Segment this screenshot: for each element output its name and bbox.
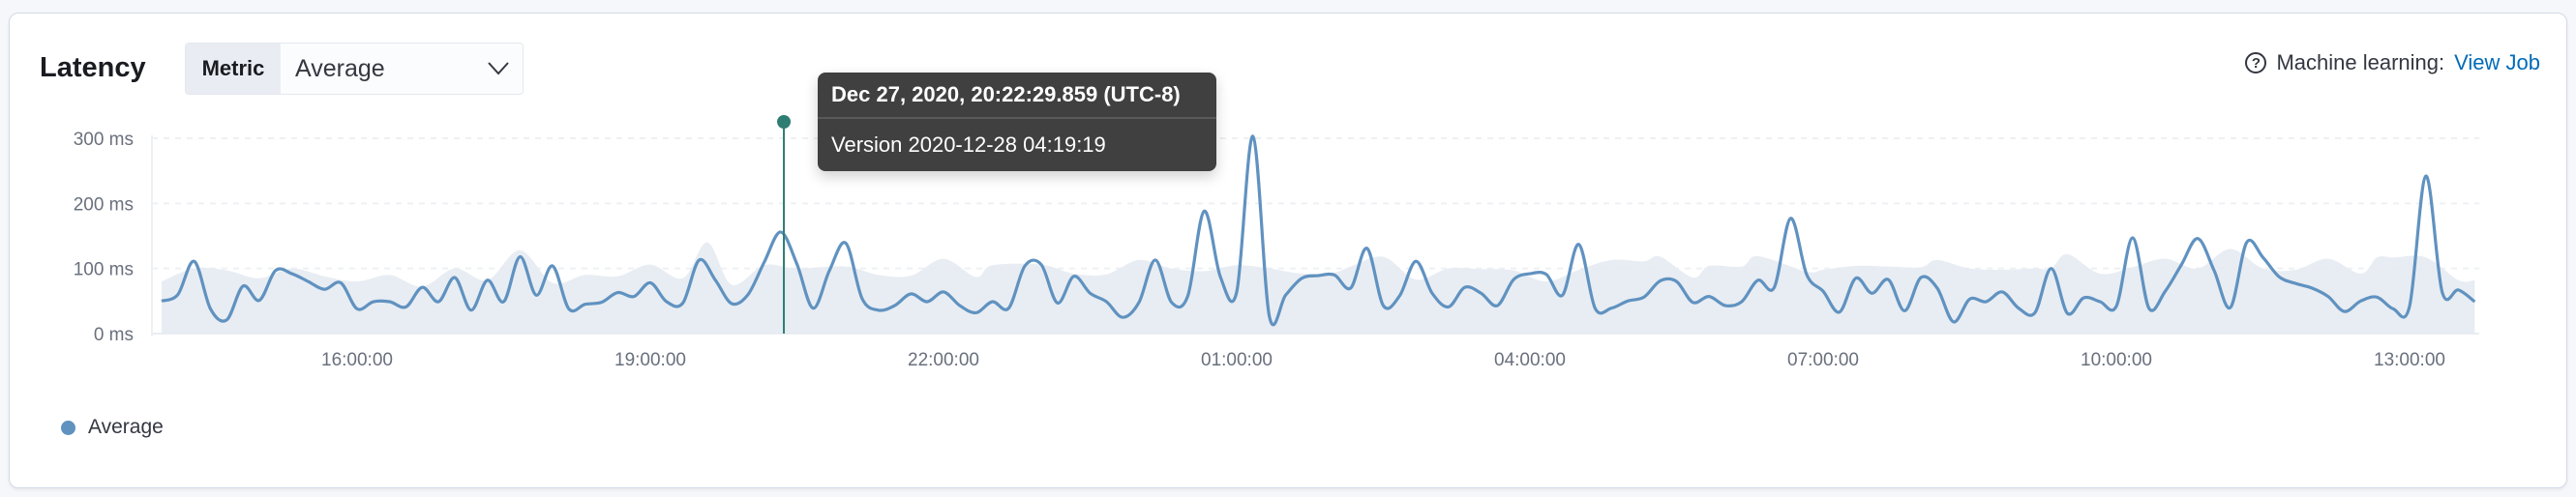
y-tick-label: 100 ms [74, 260, 134, 280]
y-tick-label: 200 ms [74, 194, 134, 215]
series-line-average [161, 134, 2476, 327]
metric-select-label: Metric [186, 44, 281, 94]
metric-select[interactable]: Metric Average [185, 43, 524, 95]
chevron-down-icon[interactable] [474, 62, 523, 75]
machine-learning-info: ? Machine learning: View Job [2245, 50, 2540, 75]
tooltip-timestamp: Dec 27, 2020, 20:22:29.859 (UTC-8) [818, 73, 1216, 119]
panel-title: Latency [40, 52, 146, 83]
expected-bounds-area [162, 242, 2475, 334]
x-tick-label: 01:00:00 [1201, 350, 1273, 370]
question-circle-icon[interactable]: ? [2245, 52, 2267, 73]
view-job-link[interactable]: View Job [2454, 50, 2540, 74]
annotation-marker-icon[interactable] [777, 115, 792, 129]
annotation-tooltip: Dec 27, 2020, 20:22:29.859 (UTC-8) Versi… [818, 73, 1216, 171]
x-tick-label: 13:00:00 [2374, 350, 2445, 370]
legend-label: Average [88, 416, 164, 438]
metric-select-value[interactable]: Average [295, 54, 385, 82]
tooltip-text: Version 2020-12-28 04:19:19 [831, 132, 1106, 157]
x-tick-label: 07:00:00 [1787, 350, 1859, 370]
latency-panel: Latency Metric Average ? Machine learnin… [9, 13, 2567, 488]
legend-item-average[interactable]: Average [61, 416, 164, 439]
x-tick-label: 10:00:00 [2081, 350, 2152, 370]
ml-label: Machine learning: [2276, 50, 2445, 74]
x-tick-label: 22:00:00 [908, 350, 979, 370]
x-tick-label: 16:00:00 [321, 350, 393, 370]
x-tick-label: 04:00:00 [1494, 350, 1566, 370]
x-tick-label: 19:00:00 [614, 350, 686, 370]
y-tick-label: 0 ms [94, 325, 134, 345]
legend-color-dot [61, 420, 75, 435]
y-tick-label: 300 ms [74, 130, 134, 150]
